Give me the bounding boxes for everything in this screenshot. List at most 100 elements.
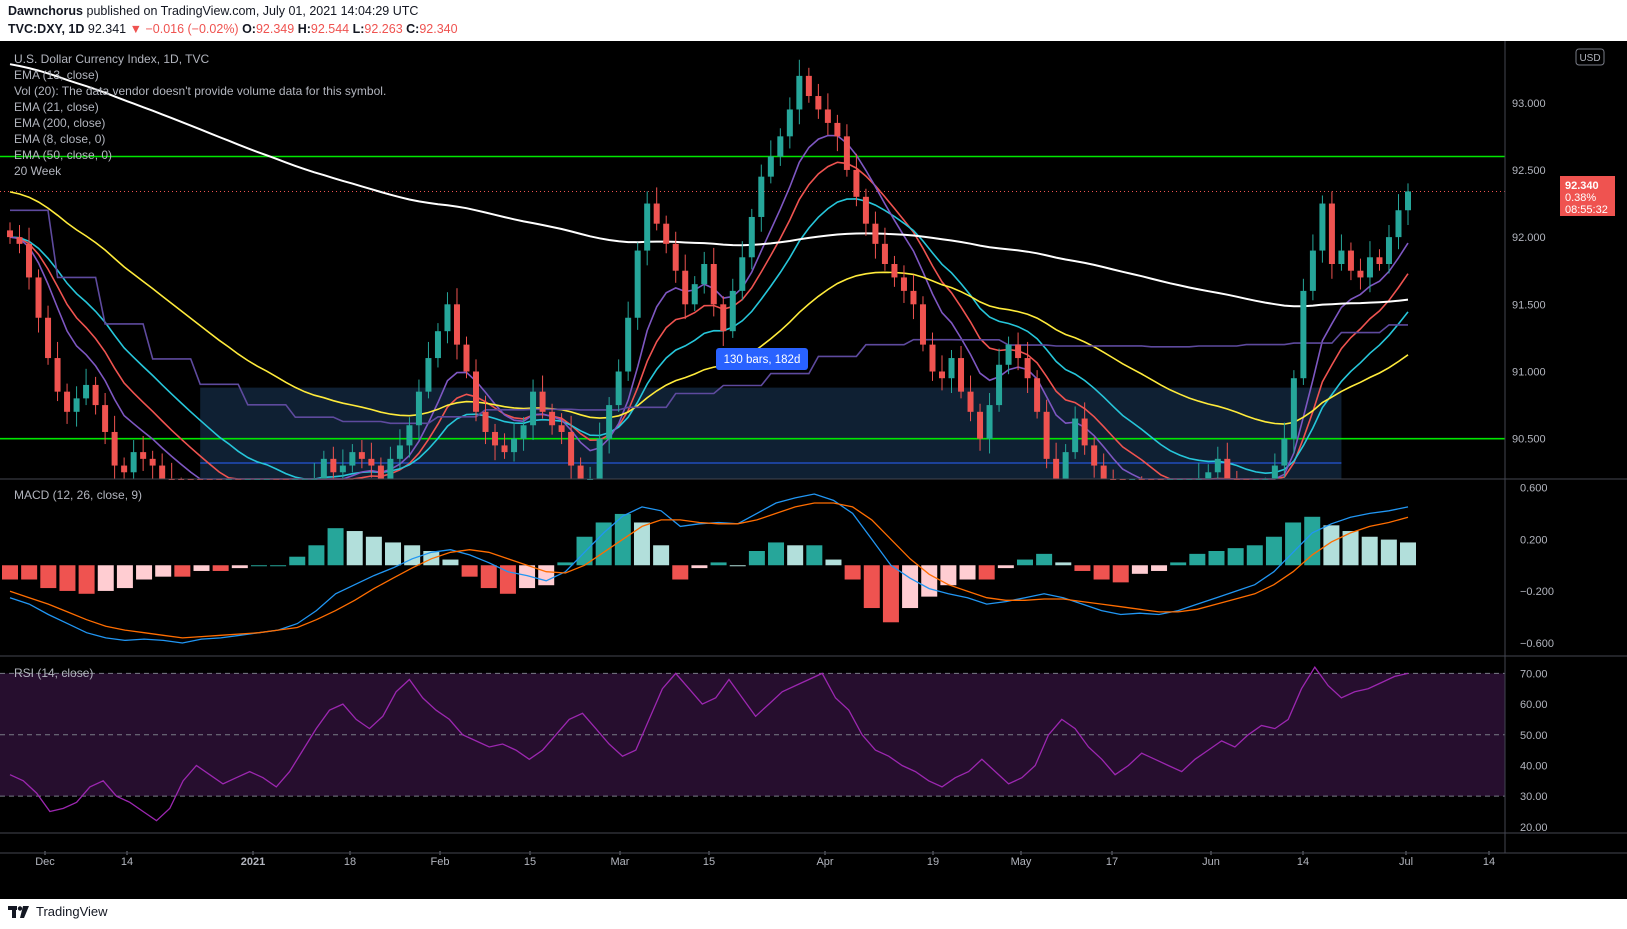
x-tick-label: Feb <box>431 856 450 868</box>
macd-tick-label: 0.200 <box>1520 534 1548 546</box>
rsi-tick-label: 30.00 <box>1520 791 1548 803</box>
candle-body <box>1005 344 1012 365</box>
candle-body <box>1100 465 1107 479</box>
candle-body <box>45 317 52 359</box>
candle-body <box>815 96 822 110</box>
candle-body <box>511 438 518 453</box>
candle-body <box>92 384 99 406</box>
macd-histogram-bar <box>346 531 363 566</box>
legend-item-ema13[interactable]: EMA (13, close) <box>14 68 99 82</box>
candle-body <box>54 358 61 392</box>
candle-body <box>1357 270 1364 278</box>
candle-body <box>1300 290 1307 379</box>
symbol-ohlc-bar: TVC:DXY, 1D 92.341 ▼ −0.016 (−0.02%) O:9… <box>8 22 458 36</box>
macd-histogram-bar <box>1131 565 1148 574</box>
candle-body <box>634 250 641 318</box>
rsi-tick-label: 70.00 <box>1520 668 1548 680</box>
macd-tick-label: −0.200 <box>1520 586 1554 598</box>
candle-body <box>130 452 137 473</box>
candle-body <box>549 411 556 426</box>
price-tick-label: 91.500 <box>1512 299 1546 311</box>
candle-body <box>349 452 356 466</box>
macd-histogram-bar <box>308 545 325 566</box>
legend-item-ema50[interactable]: EMA (50, close, 0) <box>14 148 112 162</box>
candle-body <box>720 304 727 332</box>
macd-histogram-bar <box>116 565 133 589</box>
currency-badge[interactable]: USD <box>1575 48 1605 66</box>
candle-body <box>625 317 632 372</box>
candle-body <box>444 304 451 332</box>
candle-body <box>1091 445 1098 466</box>
macd-histogram-bar <box>902 565 919 609</box>
macd-histogram-bar <box>1323 525 1340 566</box>
macd-histogram-bar <box>136 565 153 580</box>
macd-histogram-bar <box>365 536 382 566</box>
macd-histogram-bar <box>1074 565 1091 571</box>
macd-histogram-bar <box>385 542 402 566</box>
macd-histogram-bar <box>1285 522 1302 566</box>
macd-histogram-bar <box>327 528 344 566</box>
candle-body <box>1034 378 1041 412</box>
rsi-pane[interactable] <box>0 666 1505 822</box>
publish-text: published on TradingView.com, July 01, 2… <box>86 4 419 18</box>
macd-histogram-bar <box>787 545 804 566</box>
macd-histogram-bar <box>672 565 689 580</box>
candle-body <box>1281 438 1288 466</box>
chart-canvas[interactable]: 93.000 92.500 92.000 91.500 91.000 90.500 0.60… <box>0 41 1627 899</box>
macd-histogram-bar <box>1016 559 1033 566</box>
candle-body <box>558 425 565 432</box>
candle-body <box>729 290 736 332</box>
legend-item-ema21[interactable]: EMA (21, close) <box>14 100 99 114</box>
candle-body <box>406 425 413 446</box>
macd-histogram-bar <box>212 565 229 571</box>
author-name[interactable]: Dawnchorus <box>8 4 84 18</box>
macd-histogram-bar <box>442 559 459 566</box>
macd-histogram-bar <box>78 565 95 594</box>
candle-body <box>387 458 394 479</box>
candle-body <box>339 465 346 473</box>
macd-pane[interactable] <box>2 493 1416 644</box>
price-pane[interactable] <box>0 59 1505 480</box>
price-tick-label: 90.500 <box>1512 434 1546 446</box>
candle-body <box>653 203 660 224</box>
macd-histogram-bar <box>155 565 172 577</box>
legend-title: U.S. Dollar Currency Index, 1D, TVC <box>14 52 210 66</box>
candle-body <box>482 411 489 432</box>
legend-item-ema8[interactable]: EMA (8, close, 0) <box>14 132 105 146</box>
candle-body <box>777 136 784 157</box>
candle-body <box>64 391 71 412</box>
legend-item-vol[interactable]: Vol (20): The data vendor doesn't provid… <box>14 84 386 98</box>
macd-tick-label: −0.600 <box>1520 638 1554 650</box>
macd-histogram-bar <box>231 565 248 569</box>
close-label: C: <box>406 22 420 36</box>
legend-item-20week[interactable]: 20 Week <box>14 164 62 178</box>
candle-body <box>121 465 128 473</box>
candle-body <box>111 431 118 466</box>
rsi-tick-label: 50.00 <box>1520 730 1548 742</box>
rsi-tick-label: 40.00 <box>1520 760 1548 772</box>
candle-body <box>330 458 337 473</box>
macd-histogram-bar <box>59 565 76 591</box>
macd-histogram-bar <box>1265 536 1282 566</box>
legend-item-ema200[interactable]: EMA (200, close) <box>14 116 105 130</box>
macd-histogram-bar <box>1093 565 1110 580</box>
symbol-label: TVC:DXY, 1D <box>8 22 85 36</box>
candle-body <box>320 458 327 479</box>
price-tick-label: 92.500 <box>1512 165 1546 177</box>
macd-histogram-bar <box>710 562 727 566</box>
low-value: 92.263 <box>364 22 403 36</box>
candle-body <box>140 452 147 459</box>
x-tick-label: 14 <box>1483 856 1495 868</box>
macd-histogram-bar <box>1055 562 1072 566</box>
candle-body <box>739 257 746 291</box>
macd-histogram-bar <box>1189 553 1206 566</box>
candle-body <box>834 122 841 137</box>
macd-histogram-bar <box>806 545 823 566</box>
footer-brand[interactable]: TradingView <box>8 904 108 919</box>
rsi-line <box>9 666 1409 822</box>
candle-body <box>501 445 508 453</box>
candle-body <box>1309 250 1316 291</box>
macd-histogram-bar <box>2 565 18 580</box>
date-range-measure[interactable]: 130 bars, 182d <box>716 348 808 370</box>
x-tick-label: Jul <box>1399 856 1413 868</box>
